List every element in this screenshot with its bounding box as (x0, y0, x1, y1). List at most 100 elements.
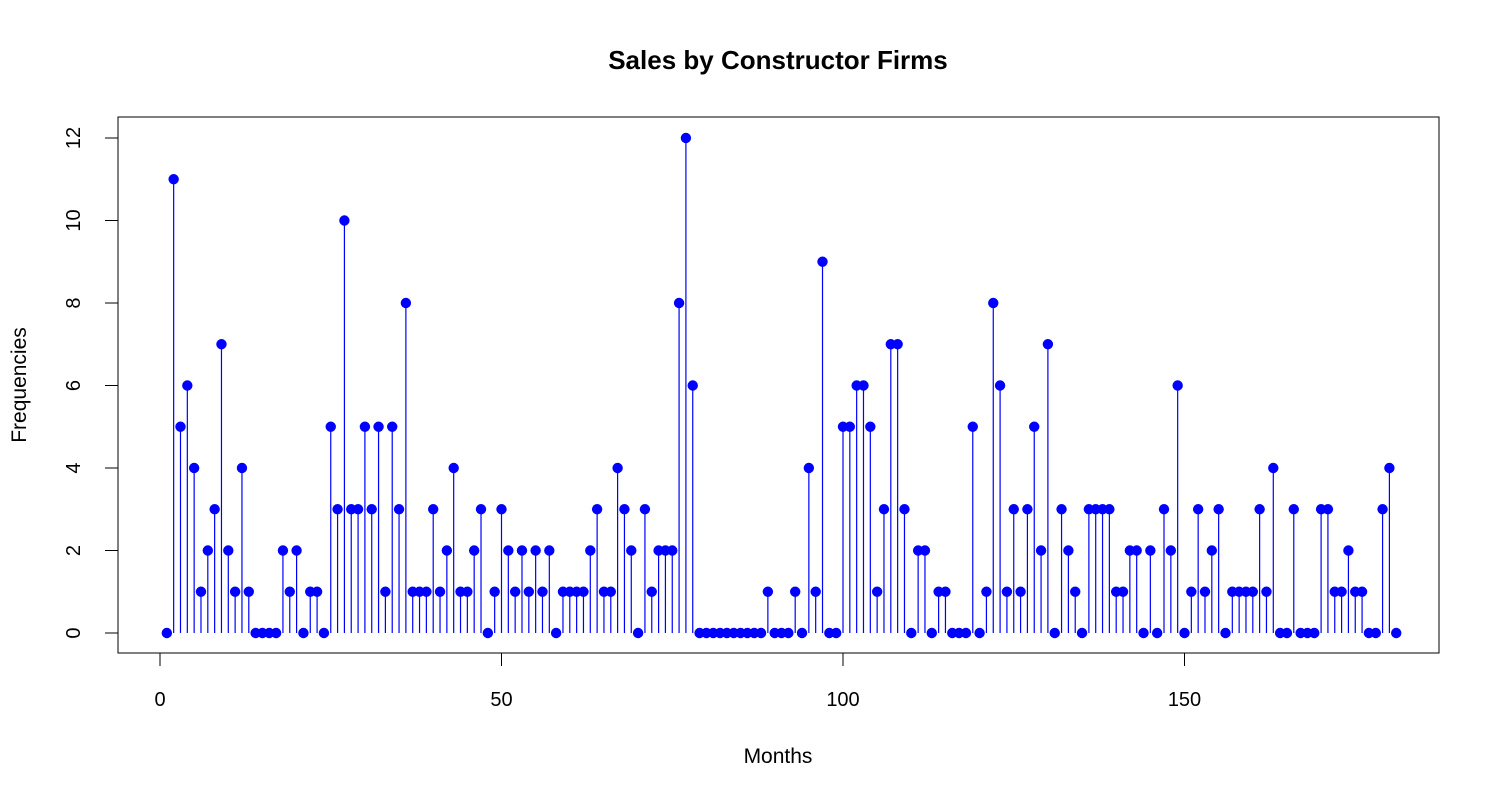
data-point (1056, 504, 1067, 515)
data-point (1377, 504, 1388, 515)
data-point (673, 297, 685, 309)
data-point (817, 256, 828, 267)
data-point (1288, 504, 1299, 515)
data-point (243, 586, 254, 597)
data-point (161, 627, 173, 639)
data-point (789, 586, 801, 597)
data-point (503, 545, 514, 556)
data-point (380, 586, 391, 597)
data-point (216, 339, 227, 350)
data-point (1035, 545, 1047, 556)
data-point (202, 545, 214, 556)
data-point (1247, 586, 1259, 597)
data-point (1172, 380, 1183, 391)
y-tick-label: 6 (63, 380, 85, 391)
data-point (1384, 462, 1395, 474)
y-tick-label: 12 (63, 127, 85, 149)
data-point (906, 627, 917, 639)
data-point (482, 627, 494, 639)
data-point (209, 504, 220, 515)
data-point (1343, 545, 1354, 556)
data-point (1104, 504, 1115, 515)
data-point (585, 545, 596, 556)
data-point (1145, 545, 1156, 556)
data-point (988, 297, 999, 309)
data-point (1029, 421, 1040, 432)
data-point (325, 421, 336, 432)
data-point (182, 380, 193, 391)
data-point (1268, 462, 1279, 474)
data-point (223, 545, 234, 556)
data-point (967, 421, 978, 432)
y-tick-label: 8 (63, 297, 85, 308)
data-point (291, 545, 302, 556)
data-point (441, 545, 453, 556)
data-point (1254, 504, 1265, 515)
data-point (550, 627, 562, 639)
data-point (646, 586, 657, 597)
data-point (1138, 627, 1149, 639)
data-point (311, 586, 323, 597)
data-point (537, 586, 548, 597)
data-point (1008, 504, 1019, 515)
data-point (605, 586, 616, 597)
data-point (981, 586, 992, 597)
data-point (1370, 627, 1381, 639)
y-tick-label: 4 (63, 462, 85, 473)
data-point (277, 545, 289, 556)
data-point (1131, 545, 1142, 556)
data-point (544, 545, 555, 556)
data-point (195, 586, 207, 597)
data-point (339, 215, 350, 226)
data-point (591, 504, 603, 515)
data-point (865, 421, 876, 432)
data-point (421, 586, 432, 597)
data-point (899, 504, 910, 515)
data-point (462, 586, 473, 597)
data-point (1309, 627, 1320, 639)
data-point (796, 627, 808, 639)
data-point (284, 586, 295, 597)
data-point (1186, 586, 1197, 597)
data-point (1076, 627, 1088, 639)
data-point (359, 421, 371, 432)
data-point (1356, 586, 1368, 597)
data-point (1042, 339, 1054, 350)
data-point (1158, 504, 1170, 515)
data-point (926, 627, 937, 639)
x-tick-label: 100 (826, 689, 859, 711)
data-point (1001, 586, 1013, 597)
data-point (632, 627, 644, 639)
data-point (830, 627, 842, 639)
data-point (366, 504, 377, 515)
data-point (667, 545, 678, 556)
y-tick-label: 0 (63, 627, 85, 638)
data-point (1199, 586, 1211, 597)
data-point (871, 586, 883, 597)
data-point (1220, 627, 1231, 639)
data-point (475, 504, 487, 515)
data-point (387, 421, 398, 432)
data-point (318, 627, 330, 639)
y-axis: 0 2 4 6 8 10 12 (63, 127, 119, 639)
data-point (352, 504, 364, 515)
data-point (1022, 504, 1033, 515)
data-point (168, 174, 179, 185)
data-point (612, 462, 623, 474)
data-point (1336, 586, 1347, 597)
data-point (516, 545, 528, 556)
data-point (1261, 586, 1272, 597)
data-point (489, 586, 500, 597)
data-point (940, 586, 951, 597)
data-point (858, 380, 869, 391)
data-point (1281, 627, 1293, 639)
y-tick-label: 10 (63, 209, 85, 231)
data-point (373, 421, 384, 432)
data-point (229, 586, 241, 597)
x-axis: 0 50 100 150 (154, 652, 1201, 711)
data-point (270, 627, 282, 639)
y-axis-label: Frequencies (8, 327, 31, 443)
x-tick-label: 0 (154, 689, 165, 711)
data-point (468, 545, 480, 556)
